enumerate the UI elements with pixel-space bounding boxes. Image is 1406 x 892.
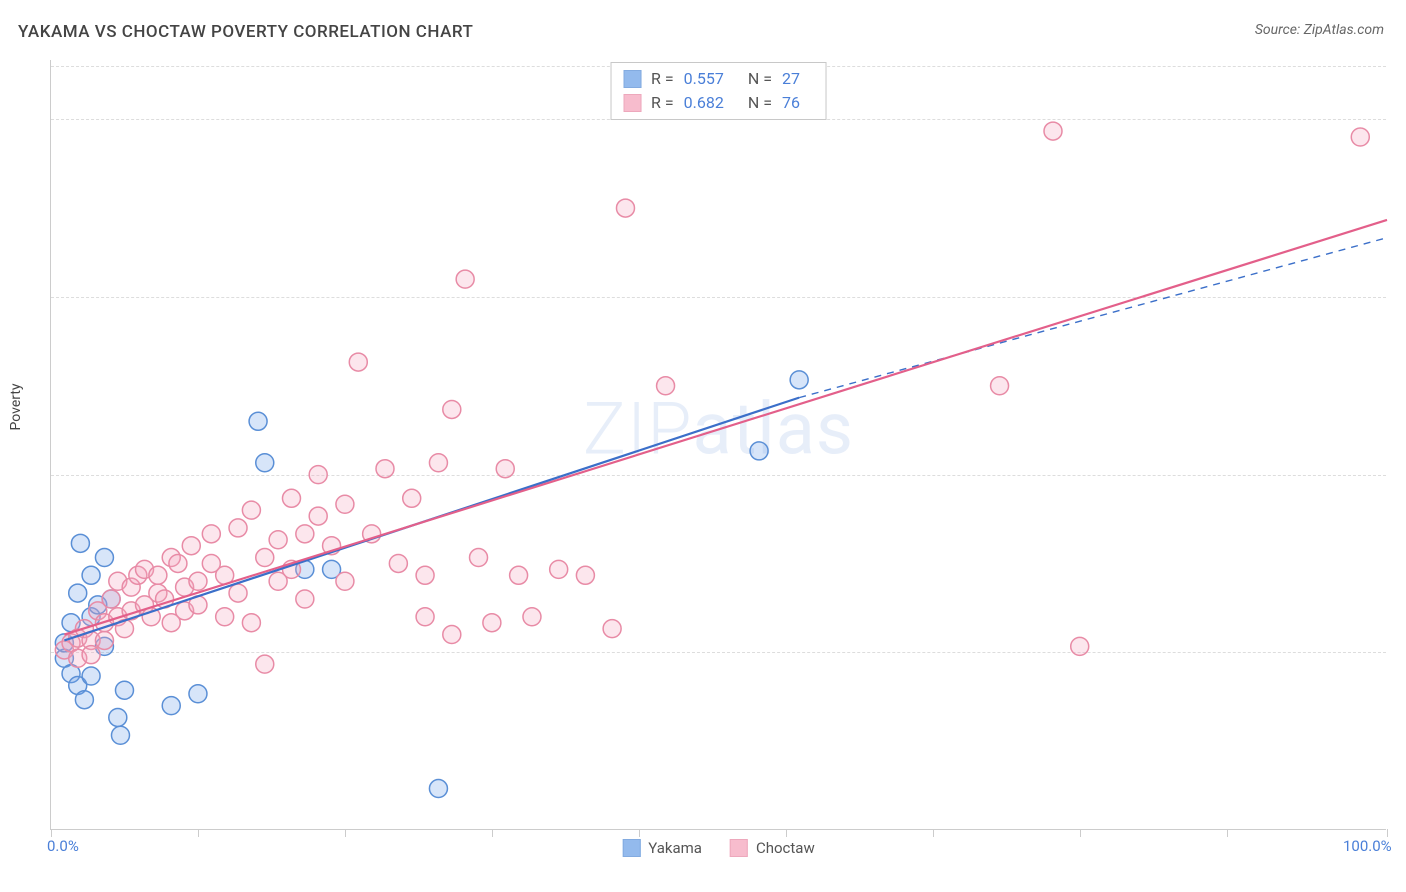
choctaw-r-value: 0.682 <box>684 91 724 115</box>
legend-item-choctaw: Choctaw <box>730 839 815 857</box>
yakama-swatch-icon <box>623 70 641 88</box>
source-attribution: Source: ZipAtlas.com <box>1255 22 1384 38</box>
correlation-stats-box: R = 0.557 N = 27 R = 0.682 N = 76 <box>610 62 827 120</box>
choctaw-n-value: 76 <box>782 91 800 115</box>
yakama-legend-label: Yakama <box>648 839 702 857</box>
choctaw-legend-swatch-icon <box>730 839 748 857</box>
yakama-n-value: 27 <box>782 67 800 91</box>
legend-item-yakama: Yakama <box>622 839 702 857</box>
bottom-legend: Yakama Choctaw <box>622 839 815 857</box>
y-axis-label: Poverty <box>8 383 24 430</box>
choctaw-legend-label: Choctaw <box>756 839 815 857</box>
plot-area: ZIPatlas 15.0%30.0%45.0%60.0% 0.0%100.0%… <box>50 60 1386 830</box>
yakama-legend-swatch-icon <box>622 839 640 857</box>
chart-title: YAKAMA VS CHOCTAW POVERTY CORRELATION CH… <box>18 22 473 42</box>
choctaw-swatch-icon <box>623 94 641 112</box>
stats-row-yakama: R = 0.557 N = 27 <box>623 67 814 91</box>
stats-row-choctaw: R = 0.682 N = 76 <box>623 91 814 115</box>
yakama-r-value: 0.557 <box>684 67 724 91</box>
scatter-svg <box>51 60 1386 829</box>
chart-container: YAKAMA VS CHOCTAW POVERTY CORRELATION CH… <box>0 0 1406 892</box>
